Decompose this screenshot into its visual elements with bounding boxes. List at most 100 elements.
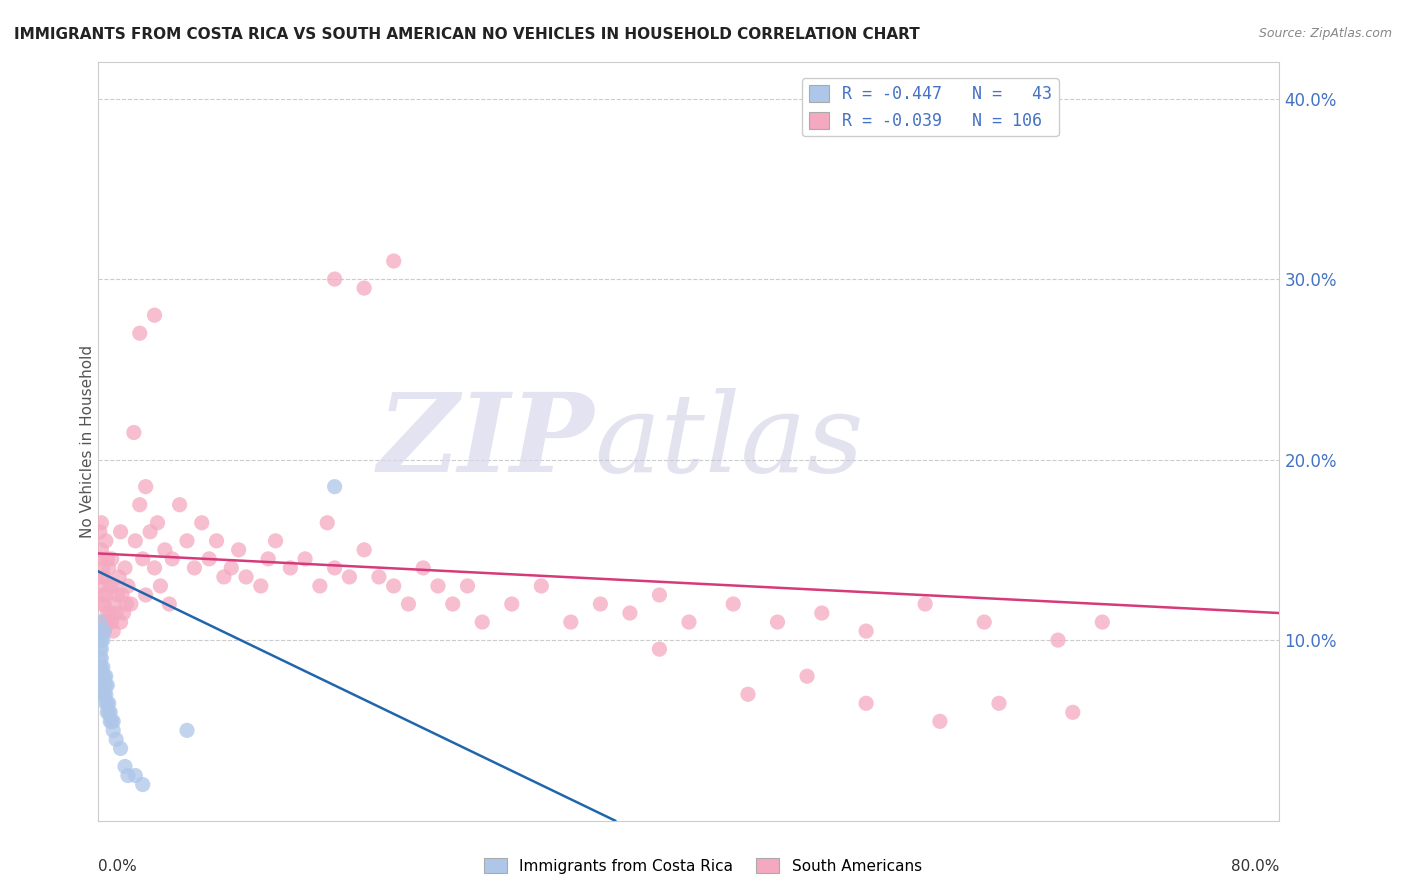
Point (530, 579, 553, 593)
Text: 80.0%: 80.0% (1232, 858, 1279, 873)
Point (382, 579, 405, 593)
Point (93, 624, 115, 639)
Point (89, 615, 111, 629)
Point (91, 660, 114, 674)
Point (91, 687, 114, 701)
Point (124, 533, 146, 548)
Point (104, 597, 127, 611)
Point (157, 597, 180, 611)
Point (97, 615, 120, 629)
Point (89, 579, 111, 593)
Point (93, 687, 115, 701)
Point (810, 606, 832, 620)
Point (96, 552, 118, 566)
Point (169, 498, 191, 512)
Point (973, 615, 995, 629)
Point (114, 759, 136, 773)
Point (89, 651, 111, 665)
Point (139, 524, 162, 539)
Point (183, 561, 205, 575)
Point (103, 723, 125, 738)
Point (89, 633, 111, 648)
Point (323, 272, 346, 286)
Point (212, 570, 235, 584)
Point (176, 723, 198, 738)
Point (98, 714, 121, 729)
Point (89, 642, 111, 657)
Point (103, 714, 125, 729)
Point (132, 778, 155, 792)
Point (110, 741, 132, 756)
Point (98, 706, 121, 720)
Text: Source: ZipAtlas.com: Source: ZipAtlas.com (1258, 27, 1392, 40)
Point (471, 615, 494, 629)
Point (105, 606, 128, 620)
Point (737, 687, 759, 701)
Point (97, 696, 120, 710)
Point (929, 714, 952, 729)
Point (111, 588, 134, 602)
Point (89, 552, 111, 566)
Point (107, 588, 129, 602)
Point (128, 498, 150, 512)
Point (353, 542, 375, 557)
Point (96, 706, 118, 720)
Point (221, 561, 243, 575)
Point (94, 687, 117, 701)
Point (94, 615, 117, 629)
Point (560, 615, 582, 629)
Point (91, 678, 114, 692)
Point (457, 579, 479, 593)
Point (90, 678, 112, 692)
Point (91, 561, 114, 575)
Point (162, 552, 183, 566)
Point (382, 254, 405, 268)
Point (257, 552, 280, 566)
Point (914, 597, 936, 611)
Point (398, 597, 420, 611)
Point (94, 533, 117, 548)
Point (135, 588, 157, 602)
Point (96, 606, 118, 620)
Point (97, 706, 120, 720)
Point (353, 281, 375, 295)
Legend: R = -0.447   N =   43, R = -0.039   N = 106: R = -0.447 N = 43, R = -0.039 N = 106 (801, 78, 1059, 136)
Point (91, 633, 114, 648)
Point (112, 606, 135, 620)
Point (89, 624, 111, 639)
Point (316, 516, 339, 530)
Text: 0.0%: 0.0% (98, 858, 138, 873)
Point (90, 633, 112, 648)
Point (103, 579, 125, 593)
Point (501, 597, 523, 611)
Point (91, 588, 114, 602)
Point (323, 561, 346, 575)
Legend: Immigrants from Costa Rica, South Americans: Immigrants from Costa Rica, South Americ… (478, 852, 928, 880)
Point (93, 678, 115, 692)
Point (124, 768, 146, 782)
Point (105, 732, 128, 747)
Point (115, 597, 138, 611)
Point (323, 480, 346, 494)
Point (100, 615, 122, 629)
Point (441, 597, 464, 611)
Point (235, 570, 257, 584)
Point (143, 561, 166, 575)
Text: ZIP: ZIP (378, 388, 595, 495)
Point (191, 516, 214, 530)
Point (648, 642, 671, 657)
Point (723, 597, 745, 611)
Point (796, 669, 818, 683)
Point (90, 660, 112, 674)
Text: atlas: atlas (595, 388, 865, 495)
Point (264, 533, 287, 548)
Point (93, 669, 115, 683)
Point (90, 669, 112, 683)
Point (117, 579, 139, 593)
Point (135, 480, 157, 494)
Point (678, 615, 700, 629)
Point (98, 606, 121, 620)
Point (93, 570, 115, 584)
Point (93, 597, 115, 611)
Point (94, 588, 117, 602)
